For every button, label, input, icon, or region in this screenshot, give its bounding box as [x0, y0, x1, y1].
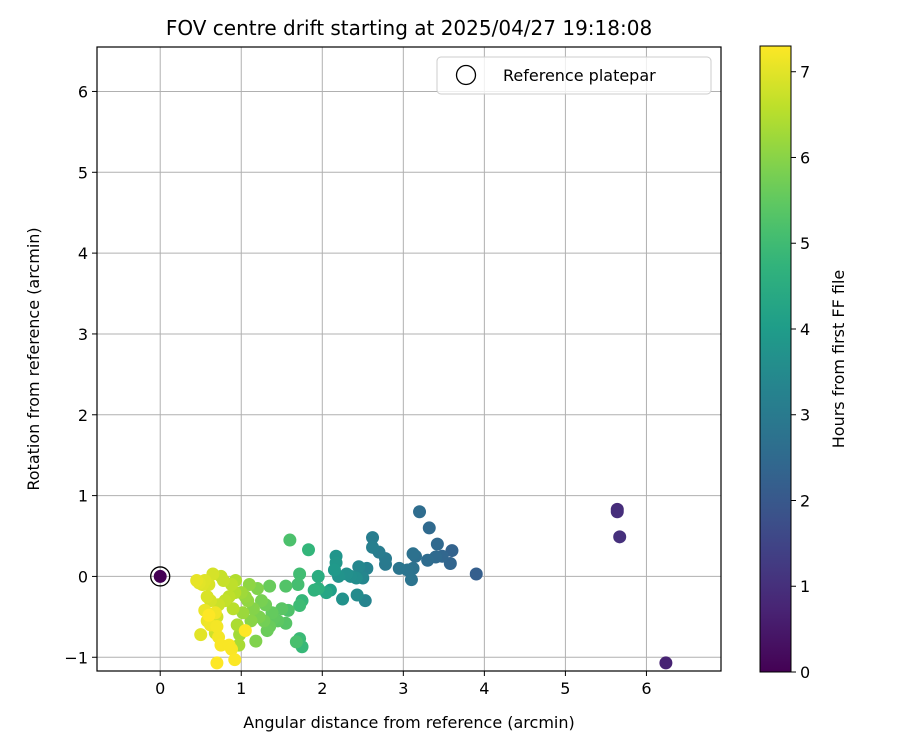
- scatter-point: [244, 614, 258, 628]
- x-tick-label: 6: [641, 679, 651, 698]
- scatter-point: [430, 537, 444, 551]
- scatter-point: [200, 590, 214, 604]
- scatter-point: [327, 563, 341, 577]
- scatter-point: [255, 594, 269, 608]
- grid: [97, 47, 721, 671]
- y-axis-ticks: −1 0 1 2 3 4 5 6: [64, 82, 97, 667]
- x-tick-label: 3: [398, 679, 408, 698]
- y-tick-label: 6: [78, 82, 88, 101]
- scatter-point: [392, 561, 406, 575]
- colorbar-tick-label: 7: [800, 63, 810, 82]
- scatter-point: [289, 635, 303, 649]
- scatter-point: [302, 543, 316, 557]
- scatter-point: [226, 602, 240, 616]
- y-tick-label: 2: [78, 406, 88, 425]
- y-tick-label: 0: [78, 567, 88, 586]
- x-tick-label: 2: [317, 679, 327, 698]
- scatter-point: [210, 620, 224, 634]
- colorbar: 0 1 2 3 4 5 6 7 Hours from first FF file: [759, 45, 848, 682]
- colorbar-tick-label: 4: [800, 320, 810, 339]
- scatter-point: [613, 530, 627, 544]
- scatter-point: [228, 653, 242, 667]
- scatter-point: [469, 567, 483, 581]
- y-tick-label: −1: [64, 648, 88, 667]
- scatter-point: [422, 521, 436, 535]
- scatter-point: [445, 544, 459, 558]
- scatter-point: [406, 547, 420, 561]
- scatter-point: [293, 599, 307, 613]
- scatter-point: [350, 588, 364, 602]
- scatter-point: [153, 569, 167, 583]
- scatter-point: [283, 533, 297, 547]
- x-axis-label: Angular distance from reference (arcmin): [243, 713, 574, 732]
- legend: Reference platepar: [436, 56, 712, 95]
- scatter-point: [307, 583, 321, 597]
- legend-entry-reference-platepar: Reference platepar: [503, 66, 656, 85]
- colorbar-ticks: 0 1 2 3 4 5 6 7: [791, 63, 810, 682]
- scatter-point: [190, 573, 204, 587]
- colorbar-tick-label: 0: [800, 663, 810, 682]
- x-tick-label: 4: [479, 679, 489, 698]
- colorbar-label: Hours from first FF file: [829, 270, 848, 449]
- y-tick-label: 4: [78, 244, 88, 263]
- scatter-point: [279, 579, 293, 593]
- colorbar-tick-label: 3: [800, 406, 810, 425]
- scatter-point: [225, 642, 239, 656]
- scatter-point: [610, 505, 624, 519]
- chart-title: FOV centre drift starting at 2025/04/27 …: [166, 16, 652, 40]
- scatter-point: [311, 569, 325, 583]
- scatter-points: [150, 502, 673, 670]
- scatter-point: [366, 540, 380, 554]
- x-tick-label: 5: [560, 679, 570, 698]
- scatter-point: [249, 634, 263, 648]
- scatter-point: [275, 602, 289, 616]
- x-axis-ticks: 0 1 2 3 4 5 6: [155, 671, 652, 698]
- scatter-point: [413, 505, 427, 519]
- scatter-point: [421, 553, 435, 567]
- y-tick-label: 5: [78, 163, 88, 182]
- legend-marker-circle: [455, 64, 477, 86]
- scatter-point: [242, 578, 256, 592]
- x-tick-label: 0: [155, 679, 165, 698]
- scatter-point: [352, 560, 366, 574]
- scatter-point: [263, 579, 277, 593]
- y-tick-label: 3: [78, 325, 88, 344]
- scatter-point: [336, 592, 350, 606]
- colorbar-tick-label: 2: [800, 491, 810, 510]
- scatter-point: [238, 624, 252, 638]
- scatter-point: [210, 656, 224, 670]
- plot-frame: [96, 46, 722, 672]
- scatter-point: [659, 656, 673, 670]
- y-tick-label: 1: [78, 487, 88, 506]
- colorbar-tick-label: 1: [800, 577, 810, 596]
- colorbar-tick-label: 5: [800, 234, 810, 253]
- reference-platepar-marker: [150, 566, 171, 587]
- scatter-point: [291, 578, 305, 592]
- colorbar-tick-label: 6: [800, 148, 810, 167]
- colorbar-gradient: [759, 45, 792, 673]
- legend-box: [436, 56, 712, 95]
- scatter-point: [194, 628, 208, 642]
- scatter-point: [202, 608, 216, 622]
- scatter-point: [366, 531, 380, 545]
- y-axis-label: Rotation from reference (arcmin): [24, 227, 43, 490]
- scatter-point: [236, 606, 250, 620]
- scatter-point: [293, 567, 307, 581]
- x-tick-label: 1: [236, 679, 246, 698]
